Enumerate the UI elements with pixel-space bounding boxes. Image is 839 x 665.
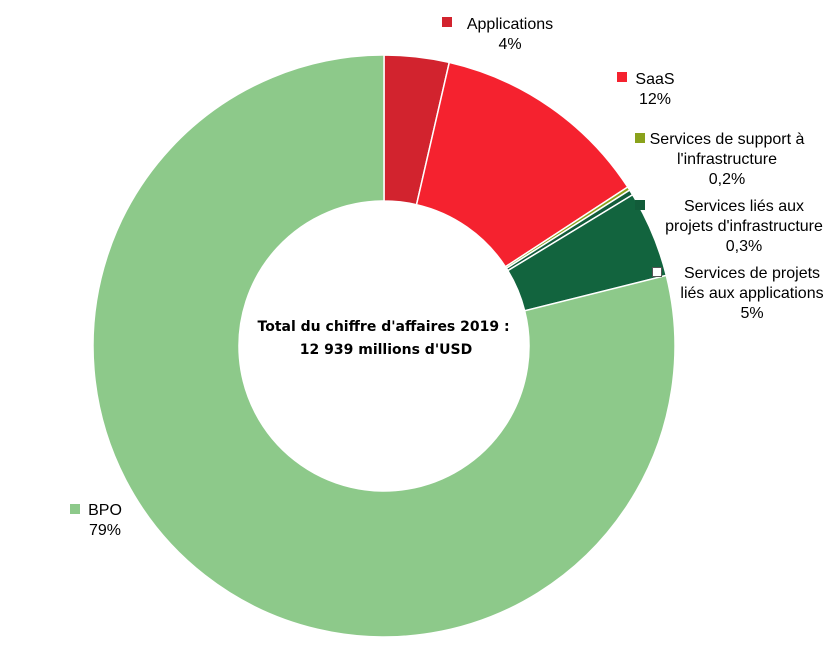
- slice-value-label: 5%: [740, 305, 763, 322]
- slice-label: Services de support à l'infrastructure 0,2…: [650, 131, 805, 188]
- center-text-line-2: 12 939 millions d'USD: [300, 342, 472, 358]
- legend-marker: [70, 504, 80, 514]
- slice-label: SaaS 12%: [635, 71, 674, 108]
- donut-slices: [92, 54, 676, 638]
- slice-value-label: 12%: [639, 91, 671, 108]
- slice-label: Services de projets liés aux applications…: [680, 265, 823, 322]
- slice-value-label: 79%: [89, 522, 121, 539]
- slice-value-label: 0,3%: [726, 238, 762, 255]
- legend-marker: [617, 72, 627, 82]
- slice-label: Services liés aux projets d'infrastructur…: [665, 198, 823, 255]
- slice-label: Applications 4%: [467, 16, 553, 53]
- slice-label: BPO 79%: [88, 502, 122, 539]
- slice-name-label: Services liés aux: [684, 198, 804, 215]
- slice-value-label: 4%: [498, 36, 521, 53]
- slice-name-label: l'infrastructure: [677, 151, 777, 168]
- slice-name-label: liés aux applications: [680, 285, 823, 302]
- legend-marker: [635, 200, 645, 210]
- slice-name-label: Services de projets: [684, 265, 820, 282]
- center-text: Total du chiffre d'affaires 2019 : 12 93…: [258, 319, 515, 358]
- center-text-line-1: Total du chiffre d'affaires 2019 :: [258, 319, 510, 335]
- legend-marker: [442, 17, 452, 27]
- slice-name-label: BPO: [88, 502, 122, 519]
- slice-labels: Applications 4% SaaS 12% Services de support…: [70, 16, 824, 539]
- slice-name-label: Services de support à: [650, 131, 805, 148]
- slice-value-label: 0,2%: [709, 171, 745, 188]
- donut-slice: [92, 54, 676, 638]
- slice-name-label: projets d'infrastructure: [665, 218, 823, 235]
- legend-marker: [652, 267, 662, 277]
- slice-name-label: SaaS: [635, 71, 674, 88]
- legend-marker: [635, 133, 645, 143]
- slice-name-label: Applications: [467, 16, 553, 33]
